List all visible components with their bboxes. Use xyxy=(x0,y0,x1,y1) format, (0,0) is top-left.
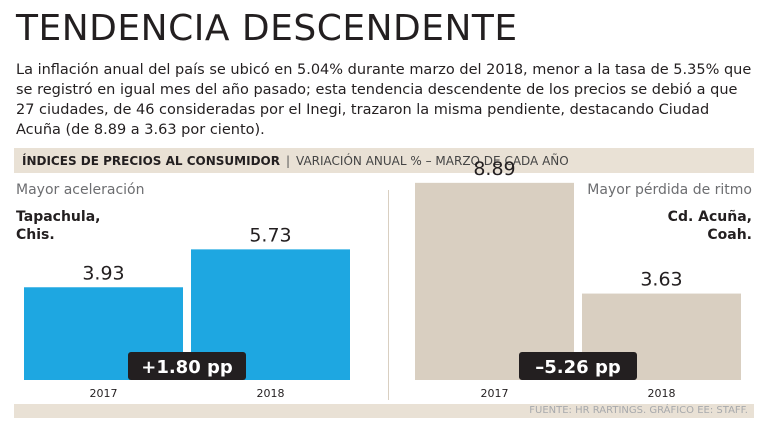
left-city-line2: Chis. xyxy=(16,227,55,243)
left-city-line1: Tapachula, xyxy=(16,209,101,225)
right-bar-2017 xyxy=(415,182,574,380)
left-value-label-2018: 5.73 xyxy=(249,224,291,246)
subheader-title: ÍNDICES DE PRECIOS AL CONSUMIDOR xyxy=(22,153,280,168)
source-footer: FUENTE: HR RARTINGS. GRÁFICO EE: STAFF. xyxy=(14,404,754,418)
subheader-separator: | xyxy=(285,153,291,168)
chart-subheader: ÍNDICES DE PRECIOS AL CONSUMIDOR | VARIA… xyxy=(14,148,754,173)
right-city-line1: Cd. Acuña, xyxy=(667,209,752,225)
right-tick-label-2017: 2017 xyxy=(481,387,509,400)
right-tick-label-2018: 2018 xyxy=(648,387,676,400)
left-tick-label-2017: 2017 xyxy=(90,387,118,400)
right-value-label-2018: 3.63 xyxy=(640,269,682,291)
panel-divider xyxy=(388,190,389,400)
intro-paragraph: La inflación anual del país se ubicó en … xyxy=(16,62,752,138)
left-city-name: Tapachula, Chis. xyxy=(16,208,100,244)
right-difference-badge xyxy=(519,352,637,380)
source-text: FUENTE: HR RARTINGS. GRÁFICO EE: STAFF. xyxy=(529,405,748,416)
left-panel-label: Mayor aceleración xyxy=(16,182,145,198)
subheader-detail: VARIACIÓN ANUAL % – MARZO DE CADA AÑO xyxy=(296,153,569,168)
right-city-line2: Coah. xyxy=(707,227,752,243)
right-value-label-2017: 8.89 xyxy=(473,158,515,180)
left-difference-label: +1.80 pp xyxy=(141,357,233,378)
page-title: TENDENCIA DESCENDENTE xyxy=(16,8,518,49)
left-tick-label-2018: 2018 xyxy=(257,387,285,400)
right-difference-label: –5.26 pp xyxy=(535,357,621,378)
right-city-name: Cd. Acuña, Coah. xyxy=(668,208,752,244)
left-value-label-2017: 3.93 xyxy=(82,262,124,284)
right-panel-label: Mayor pérdida de ritmo xyxy=(587,182,752,198)
left-difference-badge xyxy=(128,352,246,380)
